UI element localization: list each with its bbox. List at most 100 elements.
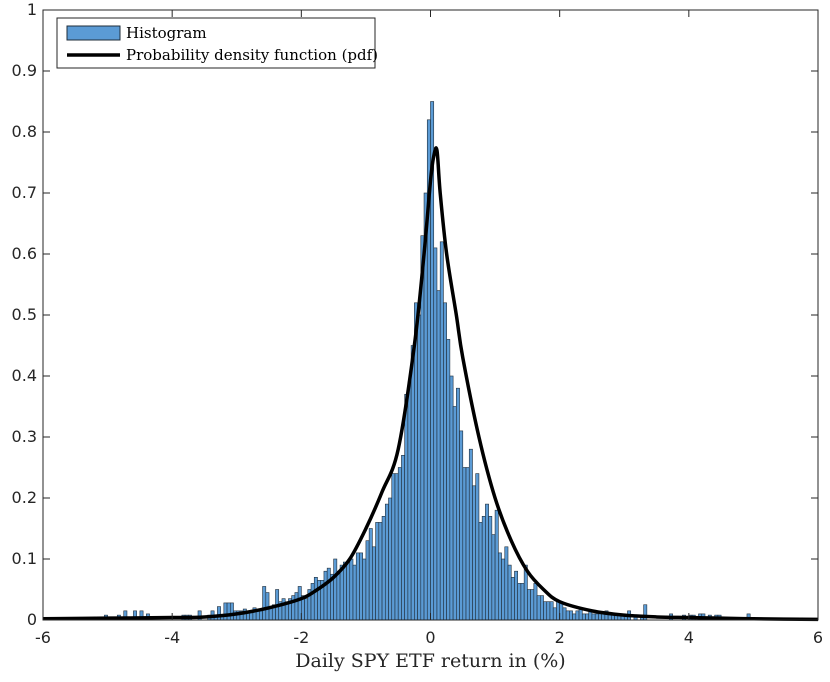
legend-swatch-histogram	[66, 25, 121, 41]
histogram-bar	[226, 602, 231, 621]
y-axis: 0 0.1 0.2 0.3 0.4 0.5 0.6 0.7 0.8 0.9 1	[12, 0, 818, 629]
histogram-bar	[543, 601, 548, 621]
histogram-bar	[343, 561, 347, 621]
histogram-bar	[365, 540, 370, 621]
histogram-bar	[355, 552, 360, 621]
histogram-bar	[439, 241, 444, 621]
histogram-bar	[562, 607, 567, 621]
histogram-bar	[452, 406, 457, 621]
histogram-bar	[485, 503, 489, 621]
pdf-line	[42, 146, 819, 622]
histogram-bar	[407, 381, 412, 621]
histogram-bar	[494, 509, 499, 621]
histogram-bar	[310, 583, 315, 621]
histogram-bar	[539, 595, 544, 621]
x-tick-label: 2	[555, 628, 565, 647]
histogram-bar	[217, 606, 221, 621]
histogram-bar	[472, 485, 477, 621]
histogram-bar	[443, 302, 447, 621]
histogram-bar	[501, 558, 506, 621]
histogram-bar	[349, 558, 354, 621]
histogram-bar	[294, 592, 299, 621]
histogram-bar	[375, 522, 380, 621]
histogram-bar	[546, 601, 551, 621]
legend-label-histogram: Histogram	[126, 24, 207, 42]
x-tick-label: -4	[164, 628, 180, 647]
histogram-bar	[594, 613, 599, 621]
histogram-bar	[446, 339, 451, 621]
histogram-bar	[388, 497, 393, 621]
histogram-bar	[572, 613, 577, 621]
histogram-bar	[491, 534, 496, 621]
histogram-bar	[507, 564, 512, 621]
y-tick-label: 0.6	[12, 244, 37, 263]
histogram-bar	[391, 473, 396, 621]
histogram-bar	[281, 598, 286, 621]
histogram-bar	[381, 515, 386, 621]
x-tick-label: 6	[813, 628, 823, 647]
histogram-bar	[417, 314, 422, 621]
histogram-bar	[536, 595, 541, 621]
histogram-bar	[481, 515, 486, 621]
histogram-bar	[336, 570, 341, 621]
histogram-bar	[362, 558, 367, 621]
histogram-bar	[368, 528, 373, 621]
histogram-bar	[378, 522, 383, 621]
y-tick-label: 0.3	[12, 427, 37, 446]
histogram-bar	[456, 387, 460, 621]
histogram-bar	[575, 610, 580, 621]
histogram-bar	[598, 613, 602, 621]
histogram-bar	[323, 570, 328, 621]
histogram-bar	[533, 583, 538, 621]
histogram-bar	[304, 598, 309, 621]
x-axis: -6 -4 -2 0 2 4 6	[35, 10, 823, 647]
histogram-bar	[397, 467, 402, 621]
histogram-bar	[223, 602, 228, 621]
histogram-bar	[549, 601, 554, 621]
histogram-bar	[339, 564, 344, 621]
histogram-bar	[468, 448, 473, 621]
y-tick-label: 0.7	[12, 183, 37, 202]
histogram-bar	[520, 583, 525, 621]
histogram-bar	[313, 576, 318, 621]
histogram-bar	[259, 610, 263, 621]
histogram-bar	[410, 345, 415, 621]
histogram-bar	[585, 613, 590, 621]
histogram-bar	[565, 610, 570, 621]
histogram-bar	[372, 546, 376, 621]
legend-label-pdf: Probability density function (pdf)	[126, 46, 378, 64]
histogram-bar	[404, 393, 409, 621]
histogram-bar	[433, 247, 438, 621]
histogram-bar	[581, 613, 586, 621]
histogram-bar	[346, 561, 351, 621]
histogram-bar	[229, 602, 234, 621]
histogram-bar	[517, 583, 522, 621]
histogram-bar	[359, 552, 363, 621]
histogram-bar	[384, 503, 389, 621]
histogram-bar	[527, 589, 531, 621]
legend: Histogram Probability density function (…	[56, 17, 378, 69]
histogram-bar	[449, 375, 454, 621]
histogram-bar	[475, 473, 480, 621]
histogram-bar	[601, 613, 606, 621]
y-tick-label: 0	[27, 610, 37, 629]
histogram-bar	[552, 607, 557, 621]
histogram-bar	[591, 613, 596, 621]
y-tick-label: 0.4	[12, 366, 37, 385]
histogram-bar	[530, 589, 535, 621]
histogram-bar	[326, 567, 331, 621]
histogram-bar	[262, 586, 267, 621]
histogram-bar	[510, 576, 515, 621]
x-tick-label: -6	[35, 628, 51, 647]
y-tick-label: 0.8	[12, 122, 37, 141]
histogram-bar	[504, 546, 509, 621]
x-axis-label: Daily SPY ETF return in (%)	[295, 650, 565, 672]
pdf-layer	[42, 146, 819, 622]
histogram-bar	[514, 570, 518, 621]
histogram-bar	[436, 290, 441, 621]
histogram-bar	[465, 467, 470, 621]
histogram-bar	[569, 610, 573, 621]
histogram-bar	[488, 515, 493, 621]
y-tick-label: 1	[27, 0, 37, 19]
histogram-bar	[401, 454, 405, 621]
